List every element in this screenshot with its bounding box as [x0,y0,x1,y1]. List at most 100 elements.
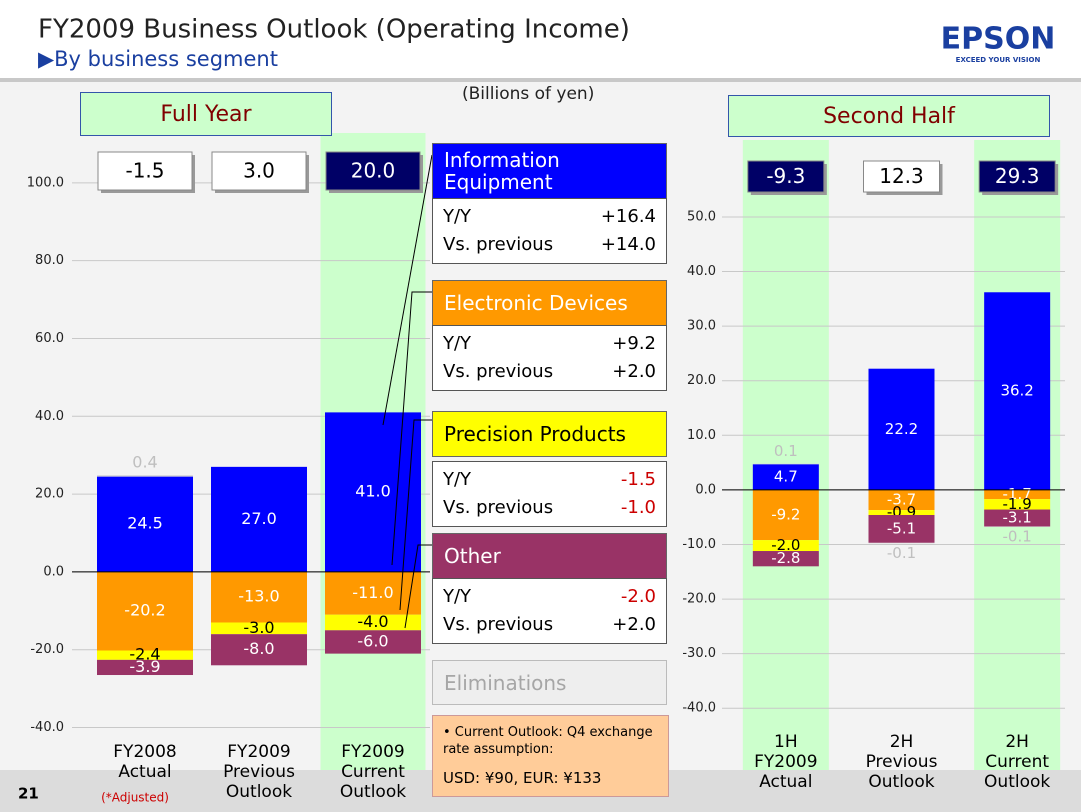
bar-segment [752,551,819,567]
y-tick-label: 0.0 [43,564,64,579]
row-value: -1.5 [620,469,656,490]
bar-segment [752,463,819,465]
y-tick-label: -20.0 [30,642,64,657]
bar-segment [97,476,193,572]
legend-title: Eliminations [432,660,667,705]
y-tick-label: 40.0 [35,409,64,424]
row-value: -1.0 [620,497,656,518]
legend-body: Y/Y -1.5 Vs. previous -1.0 [432,461,667,527]
legend-row: Y/Y +16.4 [443,203,656,231]
y-tick-label: -20.0 [682,592,716,607]
bar-segment [97,571,193,651]
x-tick-label: 2H Previous Outlook [865,732,938,792]
y-tick-label: 80.0 [35,253,64,268]
y-tick-label: 20.0 [35,487,64,502]
row-value: +2.0 [612,614,656,635]
plots: -40.0 -20.0 0.0 20.0 40.0 60.0 80.0 100.0 24.5 -2… [27,133,1065,770]
y-tick-label: 60.0 [35,331,64,346]
row-label: Y/Y [443,586,472,607]
page-number: 21 [18,785,39,803]
total-label: 12.3 [879,164,924,188]
legend-body: Y/Y +9.2 Vs. previous +2.0 [432,325,667,391]
data-label: 0.4 [132,453,157,472]
data-label: -2.4 [129,645,160,664]
slide-subtitle: ▶By business segment [38,47,278,71]
legend-row: Vs. previous -1.0 [443,494,656,522]
bar-segment [984,489,1051,500]
data-label: -2.8 [771,549,800,567]
highlight-column [742,140,829,770]
connector [399,419,432,611]
legend-body: Y/Y -2.0 Vs. previous +2.0 [432,578,667,644]
y-tick-label: 50.0 [687,209,716,224]
data-label: -4.0 [357,612,388,631]
legend-title: Electronic Devices [432,280,667,326]
legend-row: Y/Y -1.5 [443,466,656,494]
connector [391,291,432,566]
bar-segment [325,614,421,631]
row-label: Vs. previous [443,234,554,255]
total-label: 20.0 [351,159,396,183]
row-label: Y/Y [443,206,472,227]
row-label: Y/Y [443,469,472,490]
total-box [97,151,193,191]
x-tick-label: FY2009 Current Outlook [339,742,407,802]
data-label: -3.9 [129,657,160,676]
legend-title: Precision Products [432,411,667,457]
total-label: -9.3 [766,164,805,188]
legend-title: Other [432,533,667,579]
data-label: -2.0 [771,536,800,554]
bar-segment [984,526,1051,528]
connector [404,544,432,629]
bar-segment [984,499,1051,510]
row-label: Vs. previous [443,497,554,518]
total-label: 3.0 [243,159,275,183]
y-tick-label: 0.0 [695,482,716,497]
data-label: -3.0 [243,618,274,637]
bar-segment [752,464,819,490]
y-tick-label: -10.0 [682,537,716,552]
data-label: -3.1 [1003,509,1032,527]
bar-segment [211,622,307,635]
total-label: -1.5 [125,159,164,183]
data-label: 41.0 [355,482,391,501]
chart-title: Second Half [728,95,1050,137]
connector [382,154,433,426]
data-label: -3.7 [887,490,916,508]
total-box [747,160,825,193]
bar-segment [97,475,193,477]
row-value: +9.2 [612,333,656,354]
chart-title: Full Year [80,92,332,136]
bar-segment [752,489,819,541]
data-label: -13.0 [238,587,279,606]
bar-segment [97,659,193,676]
data-label: -5.1 [887,519,916,537]
x-tick-label: 2H Current Outlook [984,732,1051,792]
legend-row: Y/Y -2.0 [443,583,656,611]
y-tick-label: 30.0 [687,319,716,334]
header-rule [0,78,1081,82]
y-tick-label: 10.0 [687,428,716,443]
bar-segment [984,292,1051,490]
row-label: Vs. previous [443,361,554,382]
total-box [978,160,1056,193]
bar-segment [984,509,1051,527]
total-box [863,160,940,193]
y-tick-label: 40.0 [687,264,716,279]
header-band [0,0,1081,80]
data-label: 24.5 [127,514,163,533]
data-label: 27.0 [241,509,277,528]
data-label: -11.0 [352,583,393,602]
data-label: -6.0 [357,631,388,650]
bar-segment [325,630,421,654]
bar-segment [211,466,307,572]
data-label: 22.2 [885,420,918,438]
legend-row: Vs. previous +14.0 [443,231,656,259]
logo: EPSON [941,22,1056,57]
row-value: -2.0 [620,586,656,607]
note-line: • Current Outlook: Q4 exchange rate assu… [443,725,653,757]
x-tick-label: FY2008 Actual [113,742,177,782]
legend-body: Y/Y +16.4 Vs. previous +14.0 [432,198,667,264]
y-tick-label: 20.0 [687,373,716,388]
x-tick-label: FY2009 Previous Outlook [223,742,295,802]
